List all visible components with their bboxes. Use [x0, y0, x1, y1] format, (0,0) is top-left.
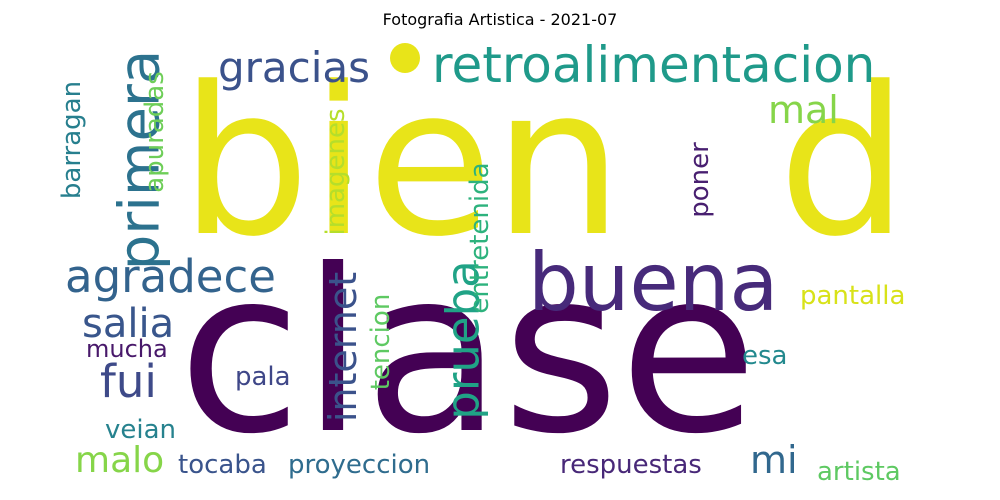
word-buena: buena — [528, 236, 778, 329]
word-agradece: agradece — [65, 250, 276, 303]
word-barragan: barragan — [57, 81, 87, 199]
word-artista: artista — [817, 457, 901, 487]
word-fui: fui — [100, 355, 157, 408]
word-malo: malo — [75, 440, 164, 481]
word-imagenes: imagenes — [321, 108, 351, 235]
word-entretenida: entretenida — [465, 162, 495, 313]
word-respuestas: respuestas — [560, 450, 702, 480]
word-poner: poner — [685, 142, 715, 218]
word-pantalla: pantalla — [800, 281, 905, 311]
word-mal: mal — [768, 88, 839, 132]
word-veian: veian — [105, 415, 176, 445]
word-retroalimentacion: retroalimentacion — [432, 36, 875, 94]
word-fragment-dot — [390, 43, 420, 73]
word-d: d — [778, 44, 908, 282]
word-internet: internet — [321, 272, 365, 422]
word-clase: clase — [178, 222, 758, 484]
chart-title: Fotografia Artistica - 2021-07 — [382, 10, 618, 29]
word-pala: pala — [235, 362, 291, 392]
word-esa: esa — [742, 341, 787, 371]
word-primera: primera — [108, 50, 173, 270]
word-bien: bien — [180, 44, 623, 282]
word-gracias: gracias — [218, 43, 370, 92]
word-mucha: mucha — [86, 335, 168, 363]
word-proyeccion: proyeccion — [288, 450, 430, 480]
word-tocaba: tocaba — [178, 450, 267, 480]
word-tencion: tencion — [366, 294, 396, 391]
word-salia: salia — [82, 301, 174, 347]
word-mi: mi — [750, 438, 798, 482]
word-prueba: prueba — [437, 260, 490, 419]
word-apuradas: apuradas — [140, 71, 170, 193]
